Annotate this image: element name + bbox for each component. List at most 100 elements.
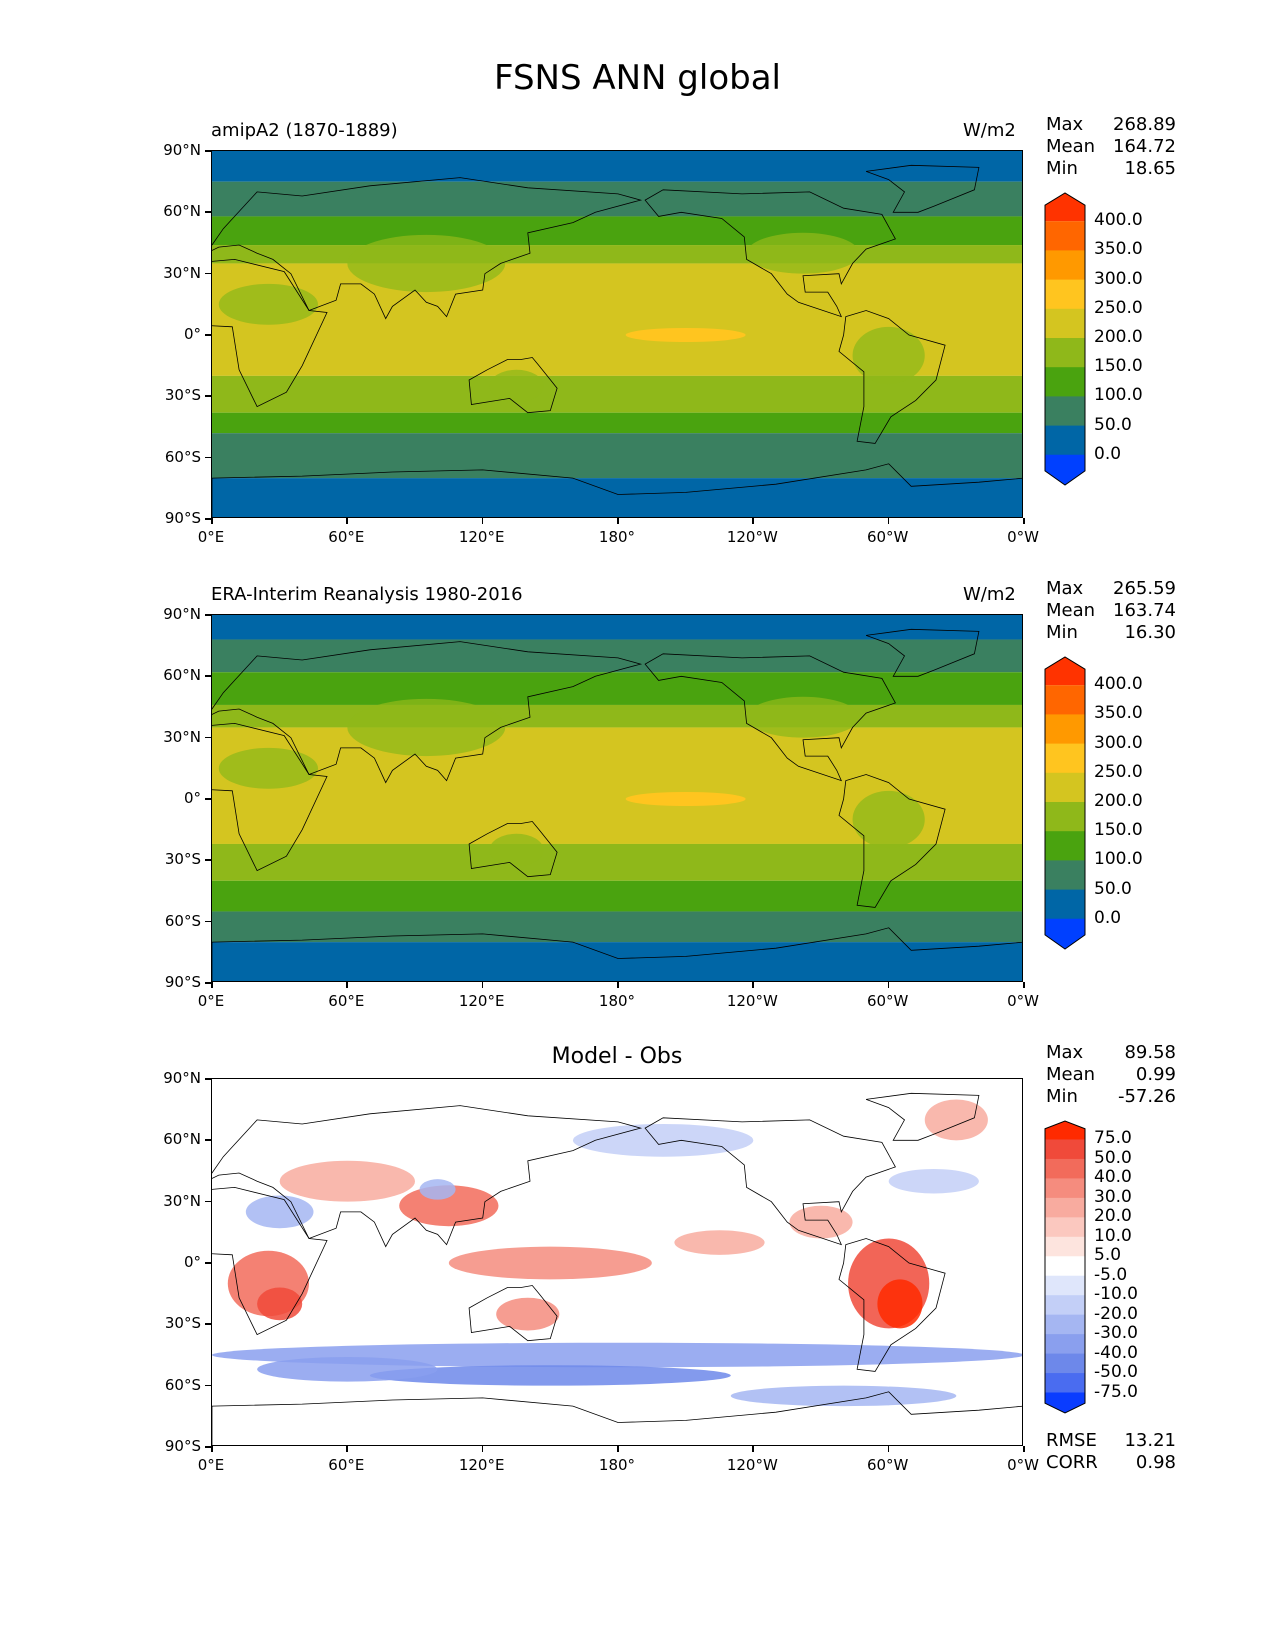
coastline (644, 653, 896, 782)
y-tick-label: 30°S (164, 1314, 201, 1333)
x-tick-mark (346, 518, 348, 524)
colorbar-segment (1045, 1197, 1085, 1218)
y-tick-mark (205, 1200, 211, 1203)
colorbar-segment (1045, 714, 1085, 745)
y-tick-label: 60°S (164, 447, 201, 466)
map-plot[interactable] (211, 1078, 1023, 1446)
colorbar-segment (1045, 1236, 1085, 1257)
field-band (212, 433, 1022, 479)
y-tick-label: 90°N (163, 1069, 201, 1087)
anomaly-field (245, 1195, 314, 1229)
panel-stats: Max 265.59 Mean 163.74 Min 16.30 (1046, 578, 1176, 644)
y-tick-mark (205, 1384, 211, 1387)
coastline (838, 1238, 946, 1372)
field-band (212, 704, 1022, 728)
y-tick-mark (205, 211, 211, 213)
stat-mean: Mean 0.99 (1046, 1064, 1176, 1086)
colorbar-tick-label: 0.0 (1094, 907, 1122, 928)
y-tick-mark (205, 859, 211, 861)
colorbar-tick-label: -75.0 (1094, 1381, 1138, 1402)
x-tick-label: 0°W (1007, 992, 1039, 1010)
stat-rmse: RMSE 13.21 (1046, 1430, 1176, 1452)
stat-rmse-value: 13.21 (1124, 1430, 1176, 1451)
coastline (838, 310, 946, 444)
y-tick-label: 90°S (164, 509, 201, 527)
x-tick-label: 180° (598, 992, 636, 1010)
coastline (865, 1092, 980, 1141)
x-tick-label: 60°E (328, 528, 365, 546)
anomaly-field (877, 1279, 923, 1329)
colorbar-tick-label: 200.0 (1094, 327, 1143, 347)
x-tick-label: 120°E (458, 528, 505, 546)
coastline (212, 1186, 328, 1336)
colorbar-tick-label: -40.0 (1094, 1342, 1138, 1363)
field-band (212, 412, 1022, 434)
x-tick-label: 60°E (328, 1456, 365, 1474)
stat-mean: Mean 164.72 (1046, 136, 1176, 158)
colorbar-tick-label: 75.0 (1094, 1128, 1132, 1149)
panel-center-title: Model - Obs (551, 1044, 683, 1069)
colorbar (1044, 1120, 1086, 1414)
coastline (644, 189, 896, 318)
x-tick-label: 0°W (1007, 528, 1039, 546)
anomaly-field (257, 1287, 303, 1321)
panel-units: W/m2 (963, 584, 1016, 605)
y-tick-label: 90°S (164, 1437, 201, 1455)
colorbar-segment (1045, 396, 1085, 427)
colorbar-tick-label: 150.0 (1094, 356, 1143, 377)
x-tick-label: 180° (598, 1456, 636, 1474)
anomaly-field (257, 1357, 438, 1382)
colorbar-segment (1045, 425, 1085, 456)
x-tick-mark (752, 982, 754, 988)
field-band (212, 942, 1022, 981)
colorbar-segment (1045, 1275, 1085, 1296)
x-tick-label: 120°E (458, 992, 505, 1010)
y-tick-label: 90°N (163, 141, 201, 159)
y-tick-mark (205, 736, 211, 739)
x-tick-mark (346, 1446, 348, 1452)
x-tick-label: 60°W (866, 1456, 909, 1474)
y-tick-mark (205, 150, 211, 152)
anomaly-field (674, 1230, 765, 1255)
colorbar-segment (1045, 279, 1085, 310)
colorbar-outline (1044, 1120, 1086, 1414)
field-band (212, 181, 1022, 217)
stat-max-value: 89.58 (1124, 1042, 1176, 1063)
colorbar-tick-label: 300.0 (1094, 732, 1143, 753)
stat-mean-value: 163.74 (1113, 600, 1176, 621)
x-tick-mark (211, 982, 213, 988)
x-tick-mark (752, 518, 754, 524)
anomaly-field (212, 1342, 1022, 1368)
colorbar-segment (1045, 1353, 1085, 1374)
map-plot[interactable] (211, 614, 1023, 982)
y-tick-mark (205, 1446, 211, 1448)
colorbar-segment (1045, 1334, 1085, 1355)
stat-max: Max 268.89 (1046, 114, 1176, 136)
colorbar-tick-label: 5.0 (1094, 1245, 1122, 1266)
page-title: FSNS ANN global (494, 58, 781, 98)
colorbar-extend-min (1045, 454, 1085, 485)
colorbar-tick-label: 400.0 (1094, 210, 1143, 231)
y-tick-label: 30°N (163, 263, 201, 282)
colorbar-segment (1045, 250, 1085, 281)
colorbar-segment (1045, 743, 1085, 774)
colorbar-segment (1045, 1314, 1085, 1335)
map-canvas (212, 1079, 1022, 1445)
coastline (212, 258, 328, 408)
colorbar-tick-label: 250.0 (1094, 297, 1143, 318)
anomaly-field (924, 1099, 988, 1141)
land-field (852, 790, 925, 849)
colorbar-extend-min (1045, 1392, 1085, 1413)
y-tick-label: 30°N (163, 727, 201, 746)
colorbar-segment (1045, 772, 1085, 803)
y-tick-mark (205, 614, 211, 616)
colorbar-segment (1045, 1295, 1085, 1316)
land-field (489, 833, 544, 867)
stat-min-value: 16.30 (1124, 622, 1176, 643)
colorbar-tick-label: 40.0 (1094, 1167, 1132, 1188)
stat-min: Min 18.65 (1046, 158, 1176, 180)
panel-case-label: ERA-Interim Reanalysis 1980-2016 (211, 584, 523, 605)
colorbar-segment (1045, 889, 1085, 920)
map-plot[interactable] (211, 150, 1023, 518)
coastline (865, 164, 980, 213)
